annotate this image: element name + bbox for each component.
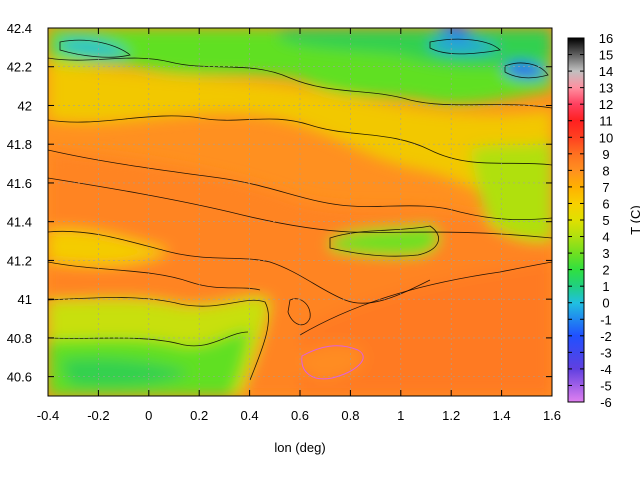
y-tick-label: 42.2	[7, 60, 32, 75]
colorbar-tick-label: 3	[602, 246, 609, 261]
colorbar-tick-label: 12	[599, 97, 613, 112]
colorbar-label: T (C)	[628, 205, 640, 234]
x-tick-label: 1.6	[543, 408, 561, 423]
x-tick-label: 0.4	[241, 408, 259, 423]
y-tick-label: 41.4	[7, 215, 32, 230]
x-tick-label: -0.2	[87, 408, 109, 423]
colorbar-tick-label: -1	[600, 312, 612, 327]
colorbar-tick-label: 11	[599, 114, 613, 129]
y-axis: 40.6 40.8 41 41.2 41.4 41.6 41.8 42 42.2 42.4	[7, 21, 552, 385]
y-tick-label: 41	[18, 292, 32, 307]
y-tick-label: 41.2	[7, 253, 32, 268]
colorbar-tick-label: -3	[600, 345, 612, 360]
x-tick-label: 1	[397, 408, 404, 423]
colorbar-tick-label: 10	[599, 130, 613, 145]
colorbar-tick-label: -5	[600, 378, 612, 393]
colorbar-tick-label: 0	[602, 296, 609, 311]
y-tick-label: 40.8	[7, 331, 32, 346]
colorbar-tick-label: 1	[602, 279, 609, 294]
colorbar-tick-label: 6	[602, 196, 609, 211]
colorbar-tick-label: 8	[602, 163, 609, 178]
x-tick-label: -0.4	[37, 408, 59, 423]
x-tick-label: 0	[145, 408, 152, 423]
colorbar-tick-label: -2	[600, 329, 612, 344]
x-tick-label: 0.2	[190, 408, 208, 423]
colorbar-tick-label: 13	[599, 81, 613, 96]
grid-lines	[48, 28, 552, 396]
y-tick-label: 40.6	[7, 370, 32, 385]
x-axis: -0.4 -0.2 0 0.2 0.4 0.6 0.8 1 1.2 1.4 1.6	[37, 28, 561, 423]
x-tick-label: 1.2	[442, 408, 460, 423]
x-tick-label: 0.8	[341, 408, 359, 423]
y-tick-label: 42	[18, 98, 32, 113]
colorbar-tick-label: -4	[600, 362, 612, 377]
y-tick-label: 41.8	[7, 137, 32, 152]
colorbar-tick-label: -6	[600, 395, 612, 410]
contour-lines	[48, 38, 552, 381]
x-axis-label: lon (deg)	[274, 440, 325, 455]
colorbar-tick-label: 16	[599, 31, 613, 46]
colorbar-tick-label: 4	[602, 230, 609, 245]
colorbar-tick-label: 5	[602, 213, 609, 228]
colorbar-tick-label: 7	[602, 180, 609, 195]
x-tick-label: 0.6	[291, 408, 309, 423]
y-tick-label: 41.6	[7, 176, 32, 191]
colorbar-tick-label: 9	[602, 147, 609, 162]
y-tick-label: 42.4	[7, 21, 32, 36]
colorbar-tick-label: 2	[602, 263, 609, 278]
x-tick-label: 1.4	[493, 408, 511, 423]
colorbar-tick-label: 15	[599, 48, 613, 63]
colorbar-tick-label: 14	[599, 64, 613, 79]
